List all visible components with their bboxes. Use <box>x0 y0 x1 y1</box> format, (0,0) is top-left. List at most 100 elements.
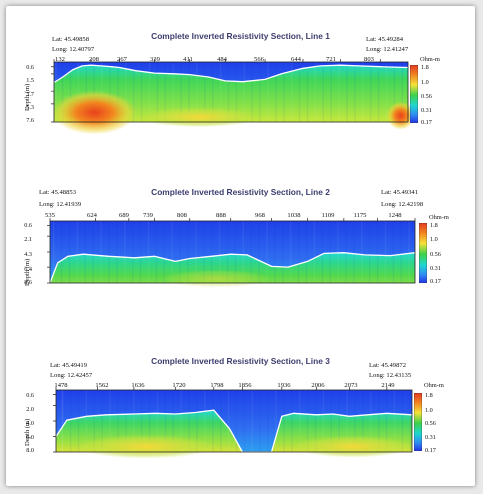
colorbar-value: 0.31 <box>421 107 432 114</box>
x-tick-label: 1175 <box>353 212 367 219</box>
texture-stripe <box>306 390 309 452</box>
texture-stripe <box>68 221 71 283</box>
colorbar-value: 0.56 <box>421 93 432 100</box>
texture-stripe <box>354 390 356 452</box>
x-tick-label: 1798 <box>210 382 224 389</box>
layer-boundary-line <box>53 64 409 84</box>
texture-stripe <box>234 221 237 283</box>
texture-stripe <box>251 390 253 452</box>
lower-layer-area <box>50 252 415 283</box>
texture-stripe <box>125 62 127 122</box>
x-tick-label: 1636 <box>131 382 145 389</box>
x-tick-label: 535 <box>45 212 55 219</box>
texture-stripe <box>196 390 198 452</box>
colorbar <box>414 393 422 451</box>
x-tick-label: 888 <box>216 212 226 219</box>
texture-stripe <box>392 221 395 283</box>
start-longitude: Long: 12.42457 <box>50 372 93 379</box>
depth-tick-label: 8.6 <box>24 279 32 286</box>
texture-stripe <box>188 390 190 452</box>
depth-tick-label: 4.0 <box>26 420 34 427</box>
colorbar-value: 0.31 <box>430 265 441 272</box>
texture-stripe <box>76 221 79 283</box>
texture-stripe <box>290 221 292 283</box>
texture-stripe <box>132 221 134 283</box>
texture-stripe <box>259 62 261 122</box>
layer-boundary-line <box>49 252 416 284</box>
texture-stripe <box>314 390 317 452</box>
texture-stripe <box>267 62 269 122</box>
x-tick-label: 739 <box>143 212 153 219</box>
section-title: Complete Inverted Resistivity Section, L… <box>151 31 330 41</box>
depth-tick-label: 6.4 <box>24 266 32 273</box>
texture-stripe <box>275 390 277 452</box>
colorbar-unit: Ohm-m <box>420 56 440 63</box>
colorbar-unit: Ohm-m <box>424 382 444 389</box>
plot-frame <box>53 61 409 123</box>
colorbar-value: 1.8 <box>430 222 438 229</box>
texture-stripe <box>109 62 111 122</box>
depth-tick-label: 3.7 <box>26 91 34 98</box>
texture-stripe <box>370 62 372 122</box>
x-tick-label: 1478 <box>54 382 68 389</box>
texture-stripe <box>250 221 252 283</box>
texture-stripe <box>306 62 309 122</box>
texture-stripe <box>362 390 364 452</box>
colorbar-value: 0.56 <box>425 420 436 427</box>
depth-tick-label: 2.0 <box>26 406 34 413</box>
depth-tick-label: 7.6 <box>26 117 34 124</box>
x-tick-label: 208 <box>89 56 99 63</box>
texture-stripe <box>235 62 238 122</box>
texture-stripe <box>378 390 380 452</box>
texture-stripe <box>218 221 221 283</box>
texture-stripe <box>125 390 127 452</box>
texture-stripe <box>400 221 402 283</box>
texture-stripe <box>322 390 325 452</box>
figure-frame: Complete Inverted Resistivity Section, L… <box>6 6 475 486</box>
texture-stripe <box>204 390 206 452</box>
texture-stripe <box>156 62 159 122</box>
start-latitude: Lat: 45.48853 <box>39 189 76 196</box>
texture-stripe <box>353 221 355 283</box>
texture-stripe <box>148 62 151 122</box>
texture-stripe <box>69 62 72 122</box>
texture-stripe <box>401 62 403 122</box>
texture-stripe <box>84 221 86 283</box>
colorbar <box>410 65 418 123</box>
texture-stripe <box>321 221 323 283</box>
texture-stripe <box>92 221 94 283</box>
texture-stripe <box>345 221 347 283</box>
x-tick-label: 1248 <box>388 212 402 219</box>
texture-stripe <box>93 390 95 452</box>
x-tick-label: 566 <box>254 56 264 63</box>
texture-stripe <box>361 221 363 283</box>
texture-stripe <box>408 221 410 283</box>
x-tick-label: 803 <box>364 56 374 63</box>
texture-stripe <box>117 390 119 452</box>
texture-stripe <box>164 62 166 122</box>
texture-stripe <box>370 390 372 452</box>
texture-stripe <box>243 390 246 452</box>
x-tick-label: 1720 <box>172 382 186 389</box>
colorbar-value: 1.0 <box>425 407 433 414</box>
start-longitude: Long: 12.40797 <box>52 46 95 53</box>
texture-stripe <box>377 62 380 122</box>
texture-stripe <box>62 390 64 452</box>
texture-stripe <box>148 390 151 452</box>
texture-stripe <box>266 221 268 283</box>
texture-stripe <box>329 221 331 283</box>
x-tick-label: 1109 <box>321 212 335 219</box>
lower-layer-area <box>54 65 408 122</box>
texture-stripe <box>297 221 300 283</box>
texture-stripe <box>393 390 396 452</box>
texture-stripe <box>346 390 348 452</box>
x-tick-label: 1562 <box>95 382 109 389</box>
texture-stripe <box>409 390 411 452</box>
depth-tick-label: 0.6 <box>26 392 34 399</box>
texture-stripe <box>179 221 181 283</box>
high-resistivity-zone <box>52 90 137 135</box>
texture-stripe <box>227 390 230 452</box>
texture-stripe <box>54 62 56 122</box>
texture-stripe <box>291 62 293 122</box>
texture-stripe <box>251 62 253 122</box>
